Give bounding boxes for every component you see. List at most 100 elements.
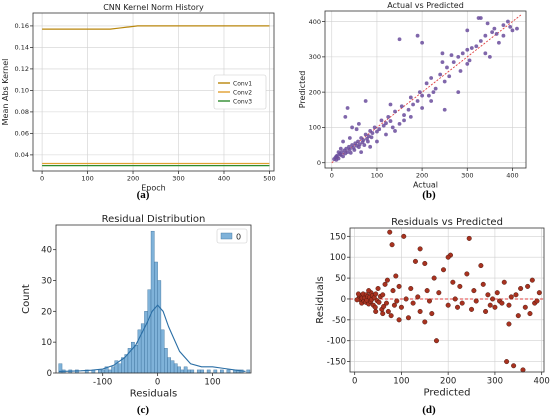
chart-residual-distribution: -100 0 100 0 10 20 30 40 Residual Distribution Re…: [21, 214, 252, 400]
residual-point: [513, 292, 519, 298]
histogram-bar: [147, 289, 152, 374]
scatter-point: [420, 106, 425, 110]
scatter-point: [397, 37, 402, 42]
residual-point: [422, 319, 428, 325]
chart-title: CNN Kernel Norm History: [103, 3, 204, 12]
chart-title: Residuals vs Predicted: [391, 217, 503, 228]
residual-point: [450, 279, 456, 285]
x-tick-label: 100: [81, 175, 93, 183]
residual-point: [485, 292, 491, 298]
residual-point: [396, 283, 402, 289]
scatter-point: [501, 33, 506, 38]
scatter-point: [375, 129, 379, 134]
x-tick-label: 100: [371, 172, 383, 180]
histogram-bar: [117, 363, 122, 374]
scatter-point: [515, 26, 519, 31]
residual-point: [522, 304, 528, 310]
residual-point: [366, 288, 372, 294]
x-tick-label: -100: [93, 378, 112, 388]
histogram-bar: [111, 366, 115, 374]
scatter-point: [399, 104, 404, 109]
scatter-point: [347, 147, 352, 152]
residual-point: [391, 302, 397, 308]
histogram-bar: [177, 366, 181, 374]
x-tick-label: 400: [506, 172, 518, 180]
histogram-bar: [220, 369, 224, 374]
y-tick-label: 50: [335, 274, 346, 284]
residual-point: [515, 313, 521, 319]
residual-point: [529, 277, 535, 283]
residual-point: [373, 291, 379, 297]
histogram-bar: [164, 348, 168, 374]
scatter-point: [478, 16, 483, 20]
scatter-point: [411, 102, 415, 107]
residual-point: [408, 286, 414, 292]
residual-point: [490, 296, 496, 302]
scatter-point: [460, 51, 465, 56]
scatter-point: [451, 60, 456, 65]
residual-point: [417, 246, 423, 252]
scatter-point: [352, 148, 357, 152]
x-tick-label: 200: [127, 175, 139, 183]
residual-point: [469, 306, 475, 312]
scatter-point: [370, 131, 375, 135]
scatter-point: [356, 139, 360, 144]
residual-point: [424, 288, 430, 294]
plot-frame: [32, 12, 275, 172]
y-tick-label: 100: [309, 124, 321, 132]
y-tick-label: -50: [332, 316, 346, 326]
x-tick-label: 300: [461, 172, 473, 180]
histogram-bar: [173, 363, 178, 374]
scatter-point: [408, 114, 413, 119]
residual-point: [401, 233, 407, 239]
scatter-point: [449, 53, 454, 58]
scatter-point: [375, 139, 379, 144]
histogram-bar: [134, 345, 139, 374]
scatter-point: [424, 81, 429, 86]
kde-curve: [58, 304, 246, 373]
scatter-point: [344, 146, 349, 151]
x-axis-label: Residuals: [130, 389, 177, 400]
residual-point: [508, 294, 514, 300]
residual-point: [373, 308, 379, 314]
scatter-point: [485, 21, 490, 26]
residual-point: [410, 300, 416, 306]
histogram-bar: [187, 369, 191, 374]
scatter-point: [465, 28, 470, 33]
plot-frame: [349, 227, 545, 373]
residual-point: [431, 275, 437, 281]
residual-point: [387, 229, 393, 235]
plot-frame: [55, 224, 252, 374]
scatter-point: [429, 99, 434, 103]
scatter-point: [362, 143, 367, 147]
residual-point: [494, 290, 500, 296]
legend-label: 0: [236, 233, 241, 242]
scatter-point: [456, 90, 461, 95]
residual-point: [455, 304, 461, 310]
x-tick-label: 0: [352, 377, 357, 387]
scatter-point: [415, 33, 420, 38]
x-tick-label: 100: [393, 377, 409, 387]
scatter-point: [336, 150, 341, 155]
residual-point: [433, 338, 439, 344]
y-tick-label: 10: [41, 338, 52, 348]
scatter-point: [487, 54, 492, 59]
residual-point: [376, 299, 382, 305]
y-tick-label: 0.04: [15, 151, 29, 159]
residual-point: [396, 317, 402, 323]
y-axis-label: Predicted: [298, 71, 307, 109]
histogram-bar: [180, 369, 185, 374]
x-tick-label: 200: [416, 172, 428, 180]
series-line-conv1: [42, 25, 270, 30]
scatter-point: [345, 150, 350, 155]
histogram-bar: [167, 357, 172, 374]
y-tick-label: 30: [41, 276, 52, 286]
y-tick-label: 300: [309, 53, 321, 61]
residual-point: [381, 303, 387, 309]
histogram-bar: [98, 369, 102, 374]
residual-point: [471, 288, 477, 294]
residual-point: [405, 315, 411, 321]
scatter-point: [465, 47, 470, 52]
scatter-point: [343, 114, 348, 119]
